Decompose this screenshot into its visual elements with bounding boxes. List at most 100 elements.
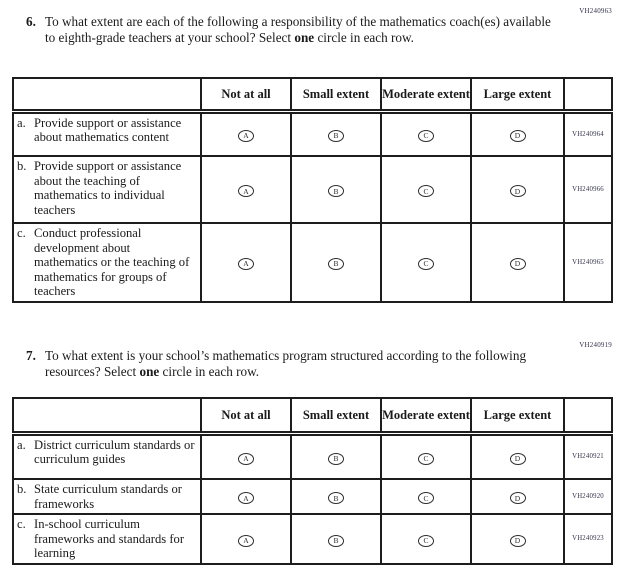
answer-bubble-c[interactable]: C <box>418 492 434 505</box>
header-blank-code <box>563 77 613 114</box>
row-code: VH240964 <box>563 110 613 157</box>
answer-bubble-b[interactable]: B <box>328 258 344 270</box>
answer-bubble-d[interactable]: D <box>509 185 526 198</box>
table-row: b. Provide support or assistance about th… <box>12 155 613 224</box>
row-label: In-school curriculum frameworks and stan… <box>34 517 185 560</box>
column-header-not-at-all: Not at all <box>200 77 292 114</box>
row-code: VH240923 <box>563 513 613 565</box>
answer-bubble-a[interactable]: A <box>238 492 254 505</box>
row-label: Conduct professional development about m… <box>34 226 190 298</box>
row-label: Provide support or assistance about math… <box>34 115 182 145</box>
question-7-bold-word: one <box>139 364 160 379</box>
column-header-large-extent: Large extent <box>470 397 565 436</box>
option-cell-large-extent: D <box>470 110 565 157</box>
answer-bubble-d[interactable]: D <box>509 534 526 547</box>
option-cell-not-at-all: A <box>200 222 292 303</box>
answer-bubble-c[interactable]: C <box>418 130 434 142</box>
header-row: Not at all Small extent Moderate extent … <box>12 77 613 114</box>
row-label-cell: a. District curriculum standards or curri… <box>12 432 202 480</box>
header-blank-code <box>563 397 613 436</box>
table-row: c. In-school curriculum frameworks and st… <box>12 513 613 565</box>
answer-bubble-b[interactable]: B <box>328 534 344 547</box>
option-cell-small-extent: B <box>290 432 382 480</box>
option-cell-large-extent: D <box>470 432 565 480</box>
option-cell-moderate-extent: C <box>380 222 472 303</box>
row-letter: c. <box>17 517 26 531</box>
option-cell-large-extent: D <box>470 222 565 303</box>
row-label: State curriculum standards or frameworks <box>34 482 182 511</box>
answer-bubble-a[interactable]: A <box>238 452 254 465</box>
answer-bubble-b[interactable]: B <box>328 130 344 142</box>
answer-bubble-a[interactable]: A <box>238 258 254 270</box>
row-label: District curriculum standards or curricu… <box>34 437 195 467</box>
answer-bubble-b[interactable]: B <box>328 185 344 198</box>
row-label-cell: c. In-school curriculum frameworks and st… <box>12 513 202 565</box>
answer-bubble-a[interactable]: A <box>238 534 254 547</box>
row-letter: c. <box>17 226 26 240</box>
row-label-cell: b. Provide support or assistance about th… <box>12 155 202 224</box>
question-6-number: 6. <box>26 14 36 29</box>
question-7-text-part2: circle in each row. <box>159 364 260 379</box>
option-cell-small-extent: B <box>290 478 382 515</box>
answer-bubble-d[interactable]: D <box>509 452 526 465</box>
answer-bubble-c[interactable]: C <box>418 258 434 270</box>
column-header-moderate-extent: Moderate extent <box>380 77 472 114</box>
option-cell-small-extent: B <box>290 110 382 157</box>
question-7-table: Not at all Small extent Moderate extent … <box>12 397 613 565</box>
question-6-code: VH240963 <box>579 7 612 15</box>
option-cell-not-at-all: A <box>200 432 292 480</box>
answer-bubble-c[interactable]: C <box>418 452 434 465</box>
option-cell-moderate-extent: C <box>380 478 472 515</box>
answer-bubble-a[interactable]: A <box>238 130 254 142</box>
answer-bubble-b[interactable]: B <box>328 452 344 465</box>
row-code: VH240965 <box>563 222 613 303</box>
column-header-not-at-all: Not at all <box>200 397 292 436</box>
question-6-text-part2: circle in each row. <box>314 30 414 45</box>
row-label-cell: a. Provide support or assistance about ma… <box>12 110 202 157</box>
option-cell-large-extent: D <box>470 513 565 565</box>
option-cell-large-extent: D <box>470 155 565 224</box>
row-letter: a. <box>17 437 26 452</box>
option-cell-small-extent: B <box>290 513 382 565</box>
row-code: VH240921 <box>563 432 613 480</box>
header-blank-label <box>12 77 202 114</box>
option-cell-moderate-extent: C <box>380 110 472 157</box>
question-6-text: To what extent are each of the following… <box>45 14 553 46</box>
row-label-cell: c. Conduct professional development about… <box>12 222 202 303</box>
row-label-cell: b. State curriculum standards or framewor… <box>12 478 202 515</box>
table-row: b. State curriculum standards or framewor… <box>12 478 613 515</box>
question-6-text-part1: To what extent are each of the following… <box>45 14 551 45</box>
option-cell-not-at-all: A <box>200 478 292 515</box>
row-label: Provide support or assistance about the … <box>34 159 182 217</box>
answer-bubble-a[interactable]: A <box>238 185 254 198</box>
option-cell-small-extent: B <box>290 222 382 303</box>
table-row: c. Conduct professional development about… <box>12 222 613 303</box>
row-letter: b. <box>17 159 27 173</box>
table-row: a. District curriculum standards or curri… <box>12 432 613 480</box>
row-letter: a. <box>17 115 26 130</box>
answer-bubble-d[interactable]: D <box>509 258 526 270</box>
answer-bubble-d[interactable]: D <box>509 130 526 142</box>
table-row: a. Provide support or assistance about ma… <box>12 110 613 157</box>
row-code: VH240920 <box>563 478 613 515</box>
option-cell-not-at-all: A <box>200 155 292 224</box>
answer-bubble-c[interactable]: C <box>418 185 434 198</box>
header-blank-label <box>12 397 202 436</box>
question-6-table: Not at all Small extent Moderate extent … <box>12 77 613 303</box>
column-header-small-extent: Small extent <box>290 397 382 436</box>
column-header-large-extent: Large extent <box>470 77 565 114</box>
row-code: VH240966 <box>563 155 613 224</box>
option-cell-small-extent: B <box>290 155 382 224</box>
question-6-bold-word: one <box>294 30 315 45</box>
column-header-small-extent: Small extent <box>290 77 382 114</box>
option-cell-moderate-extent: C <box>380 432 472 480</box>
option-cell-not-at-all: A <box>200 513 292 565</box>
row-letter: b. <box>17 482 27 496</box>
answer-bubble-b[interactable]: B <box>328 492 344 505</box>
question-7-text: To what extent is your school’s mathemat… <box>45 348 553 380</box>
option-cell-large-extent: D <box>470 478 565 515</box>
answer-bubble-d[interactable]: D <box>509 492 526 505</box>
answer-bubble-c[interactable]: C <box>418 534 434 547</box>
question-7-text-part1: To what extent is your school’s mathemat… <box>45 348 527 379</box>
